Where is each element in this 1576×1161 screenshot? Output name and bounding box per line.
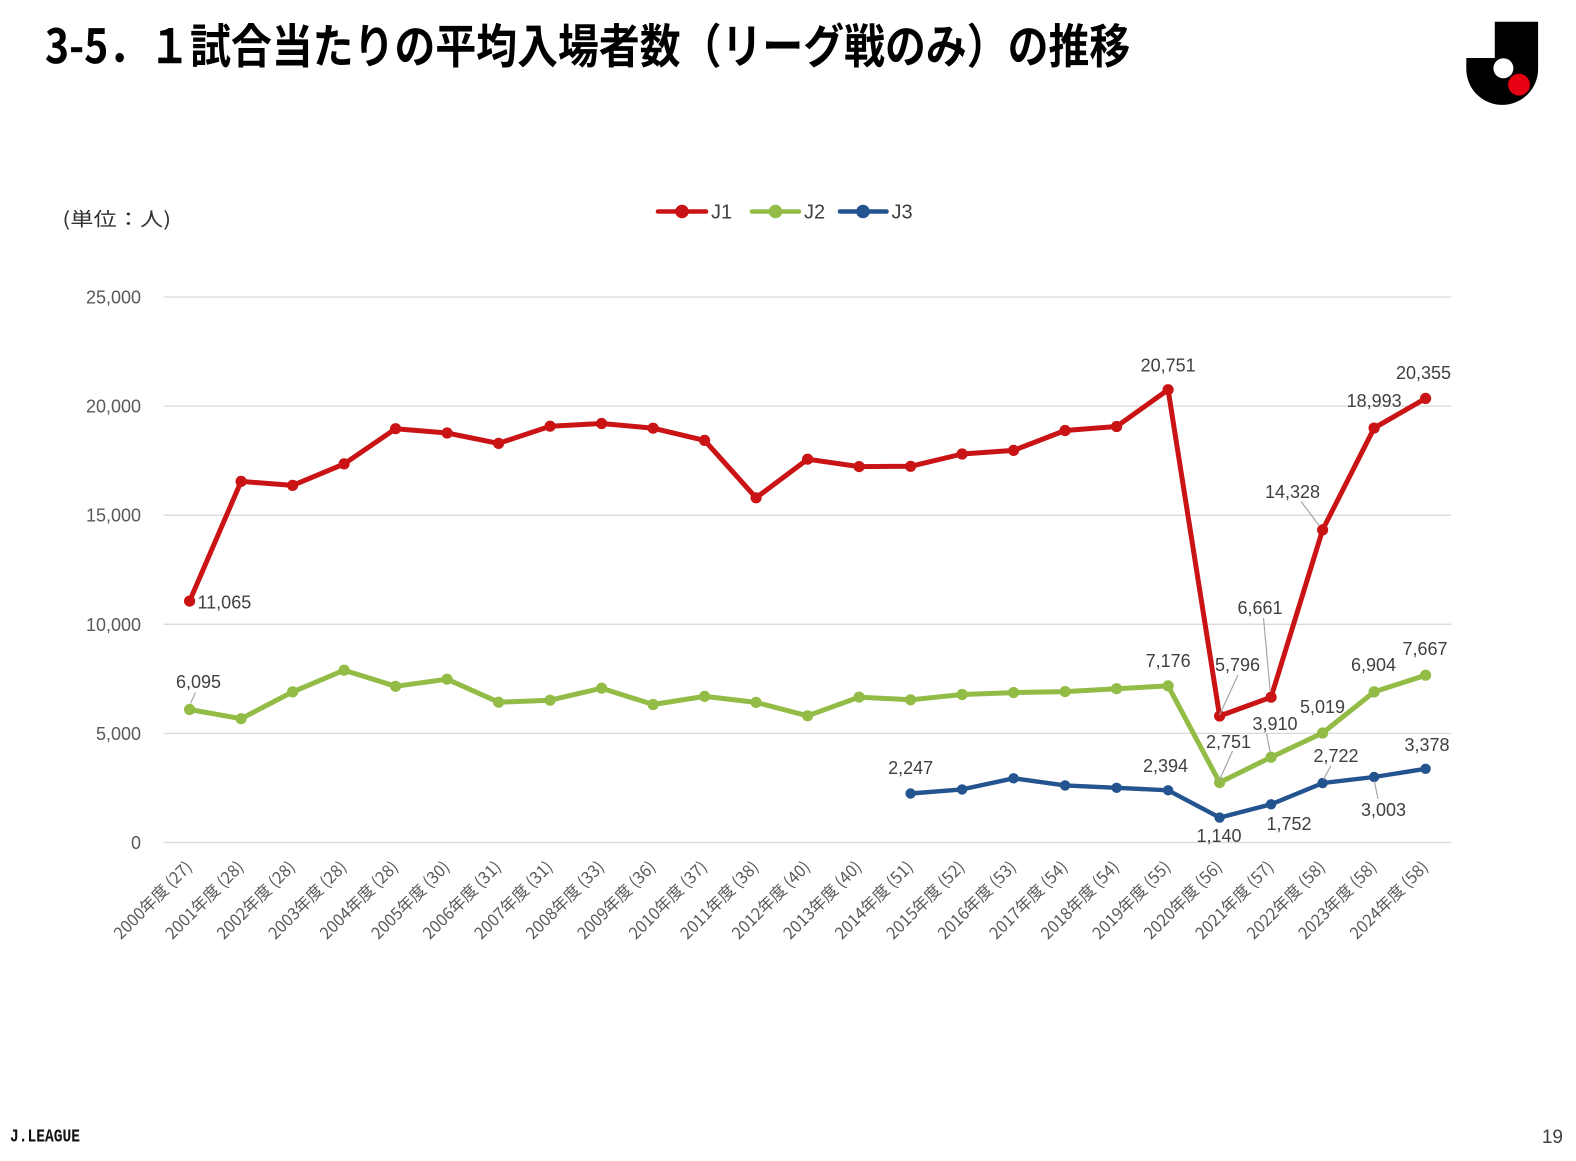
svg-text:20,000: 20,000 <box>86 397 141 417</box>
svg-text:3,003: 3,003 <box>1361 800 1406 820</box>
svg-text:19: 19 <box>1542 1127 1563 1148</box>
svg-text:J2: J2 <box>804 202 825 224</box>
svg-text:2,751: 2,751 <box>1206 732 1251 752</box>
svg-text:2,247: 2,247 <box>888 758 933 778</box>
svg-text:6,095: 6,095 <box>176 672 221 692</box>
svg-text:15,000: 15,000 <box>86 506 141 526</box>
svg-text:14,328: 14,328 <box>1265 482 1320 502</box>
svg-text:7,176: 7,176 <box>1146 651 1191 671</box>
svg-text:J3: J3 <box>892 202 913 224</box>
svg-text:2,722: 2,722 <box>1313 746 1358 766</box>
svg-text:1,140: 1,140 <box>1196 826 1241 846</box>
svg-text:6,661: 6,661 <box>1237 598 1282 618</box>
svg-text:11,065: 11,065 <box>198 593 252 613</box>
svg-text:J.LEAGUE: J.LEAGUE <box>10 1127 80 1148</box>
svg-text:25,000: 25,000 <box>86 288 141 308</box>
svg-text:3,378: 3,378 <box>1404 735 1449 755</box>
svg-text:0: 0 <box>131 833 141 853</box>
svg-text:5,000: 5,000 <box>96 724 141 744</box>
svg-text:5,796: 5,796 <box>1215 655 1260 675</box>
svg-text:10,000: 10,000 <box>86 615 141 635</box>
svg-text:7,667: 7,667 <box>1402 639 1447 659</box>
svg-text:J1: J1 <box>711 202 732 224</box>
svg-text:5,019: 5,019 <box>1300 697 1345 717</box>
svg-text:20,751: 20,751 <box>1141 356 1196 376</box>
svg-text:1,752: 1,752 <box>1266 814 1311 834</box>
svg-text:3,910: 3,910 <box>1252 714 1297 734</box>
svg-text:20,355: 20,355 <box>1396 363 1451 383</box>
svg-text:6,904: 6,904 <box>1351 655 1396 675</box>
svg-text:18,993: 18,993 <box>1347 391 1402 411</box>
svg-text:2,394: 2,394 <box>1143 756 1188 776</box>
